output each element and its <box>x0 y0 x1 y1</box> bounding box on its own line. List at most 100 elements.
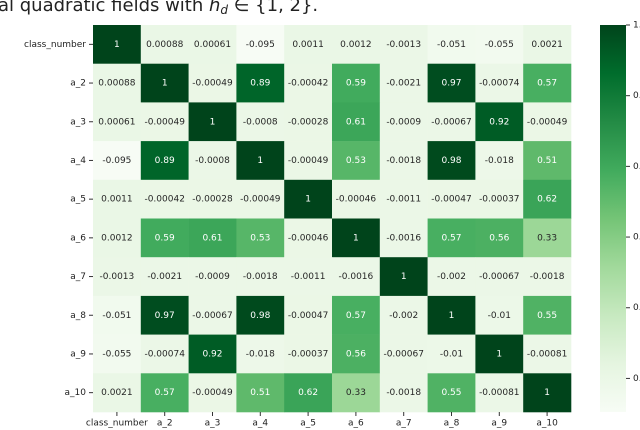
cell <box>188 63 237 103</box>
cell <box>93 63 142 103</box>
caption-text: al quadratic fields with <box>0 0 209 16</box>
cell <box>332 179 381 219</box>
cell <box>475 295 524 335</box>
cell-label: -0.0011 <box>386 195 421 205</box>
cell-label: 0.89 <box>250 79 270 89</box>
cell <box>188 257 237 297</box>
cell-label: 0.92 <box>489 117 509 127</box>
cell <box>379 102 428 142</box>
cell-label: -0.00074 <box>479 79 520 89</box>
cell <box>284 373 333 413</box>
cell <box>93 295 142 335</box>
cell-label: 0.55 <box>441 388 461 398</box>
cell-label: 0.62 <box>298 388 318 398</box>
cell-label: -0.00067 <box>479 272 519 282</box>
cell-label: 0.00061 <box>194 40 231 50</box>
cell-label: 0.89 <box>155 156 175 166</box>
cell-label: 0.98 <box>250 311 270 321</box>
cell-label: 0.97 <box>155 311 175 321</box>
cell-label: -0.055 <box>485 40 514 50</box>
cell <box>523 102 572 142</box>
colorbar-tick-label: 0.0 <box>633 374 640 384</box>
y-tick-label: a_6 <box>70 233 86 243</box>
colorbar-tick-label: 0.6 <box>633 162 640 172</box>
cell <box>475 179 524 219</box>
cell-label: 0.56 <box>489 233 509 243</box>
cell-label: -0.0016 <box>386 233 421 243</box>
cell <box>93 141 142 181</box>
cell <box>523 218 572 258</box>
cell-label: 0.56 <box>346 349 366 359</box>
cell-label: 0.97 <box>441 79 461 89</box>
cell-label: 0.61 <box>346 117 366 127</box>
cell <box>427 334 476 374</box>
y-tick-label: a_4 <box>70 156 86 166</box>
cell-label: -0.00067 <box>192 311 232 321</box>
cell-label: -0.0011 <box>291 272 326 282</box>
y-tick-label: class_number <box>24 40 86 50</box>
cell-label: -0.00042 <box>144 195 184 205</box>
x-tick-label: a_4 <box>252 419 268 429</box>
cell <box>140 102 189 142</box>
cell-label: 0.55 <box>537 311 557 321</box>
cell-label: -0.00028 <box>192 195 233 205</box>
cell-label: 0.0011 <box>292 40 324 50</box>
cell-label: -0.0021 <box>386 79 421 89</box>
cell <box>284 141 333 181</box>
colorbar <box>600 25 626 412</box>
cell <box>236 25 285 64</box>
cell-label: 0.0021 <box>101 388 133 398</box>
y-tick-label: a_8 <box>70 311 86 321</box>
cell-label: -0.0018 <box>386 388 421 398</box>
cell <box>93 25 142 64</box>
cell <box>284 179 333 219</box>
cell <box>523 373 572 413</box>
y-tick-label: a_2 <box>70 79 86 89</box>
cell <box>140 218 189 258</box>
cell-label: 0.0012 <box>340 40 372 50</box>
cell <box>236 63 285 103</box>
cell <box>523 25 572 64</box>
cell-label: 0.53 <box>346 156 366 166</box>
cell <box>523 334 572 374</box>
cell <box>284 25 333 64</box>
cell <box>427 102 476 142</box>
cell-label: 0.0012 <box>101 233 133 243</box>
cell <box>236 102 285 142</box>
cell-label: 0.53 <box>250 233 270 243</box>
cell <box>379 257 428 297</box>
cell <box>236 334 285 374</box>
cell-label: 1 <box>162 79 168 89</box>
cell <box>523 179 572 219</box>
cell <box>475 25 524 64</box>
cell-label: -0.0021 <box>147 272 182 282</box>
cell-label: -0.00049 <box>288 156 329 166</box>
cell-label: 1 <box>305 195 311 205</box>
cell-label: 1 <box>496 349 502 359</box>
cell-label: 0.00088 <box>98 79 135 89</box>
cell <box>379 373 428 413</box>
cell <box>140 295 189 335</box>
cell-label: 0.59 <box>346 79 366 89</box>
y-tick-label: a_9 <box>70 349 86 359</box>
cell <box>332 102 381 142</box>
cell-label: -0.00047 <box>431 195 471 205</box>
cell <box>236 218 285 258</box>
cell <box>523 257 572 297</box>
cell-label: -0.0008 <box>243 117 278 127</box>
cell <box>284 257 333 297</box>
cell <box>475 373 524 413</box>
x-tick-label: a_8 <box>444 419 460 429</box>
cell <box>93 373 142 413</box>
cell <box>188 141 237 181</box>
cell <box>427 179 476 219</box>
colorbar-tick-label: 1.0 <box>633 21 640 31</box>
cell-label: -0.00037 <box>288 349 328 359</box>
cell-label: -0.00081 <box>527 349 567 359</box>
cell-label: 0.92 <box>202 349 222 359</box>
cell <box>523 63 572 103</box>
x-tick-label: a_5 <box>300 419 316 429</box>
cell-label: -0.0018 <box>386 156 421 166</box>
cell-label: -0.018 <box>246 349 275 359</box>
y-tick-label: a_5 <box>70 195 86 205</box>
